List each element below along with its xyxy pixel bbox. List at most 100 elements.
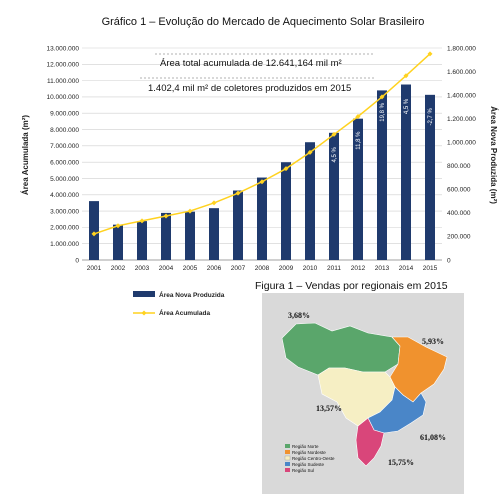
x-tick-label: 2009 <box>279 265 294 272</box>
x-tick-label: 2006 <box>207 265 222 272</box>
bar <box>185 211 195 260</box>
left-tick-label: 11.000.000 <box>47 78 79 85</box>
bar-growth-label: 11,8 % <box>356 131 362 150</box>
map-legend-sul: Região Sul <box>292 468 314 473</box>
bar <box>137 221 147 260</box>
left-axis-title: Área Acumulada (m²) <box>21 115 30 196</box>
x-tick-label: 2007 <box>231 265 246 272</box>
x-tick-label: 2002 <box>111 265 126 272</box>
pct-sul: 15,75% <box>388 458 414 467</box>
line-point <box>307 149 313 155</box>
line-point <box>379 94 385 100</box>
bar <box>113 224 123 260</box>
line-point <box>91 231 97 237</box>
pct-sudeste: 61,08% <box>420 433 446 442</box>
right-tick-label: 400.000 <box>447 210 471 217</box>
left-axis-ticks: 0 1.000.000 2.000.000 3.000.000 4.000.000 5.0… <box>46 45 79 264</box>
bar <box>233 190 243 260</box>
pct-nordeste: 5,93% <box>422 337 444 346</box>
left-tick-label: 10.000.000 <box>46 94 79 101</box>
right-tick-label: 1.200.000 <box>447 116 476 123</box>
line-point <box>355 113 361 119</box>
map-legend-swatch-nordeste <box>285 450 290 454</box>
left-tick-label: 4.000.000 <box>50 192 79 199</box>
left-tick-label: 0 <box>75 257 79 264</box>
bar-growth-label: 4,5 % <box>404 98 410 114</box>
right-tick-label: 600.000 <box>447 187 471 194</box>
left-tick-label: 3.000.000 <box>50 208 79 215</box>
line-point <box>259 179 265 185</box>
map-legend: Região Norte Região Nordeste Região Cent… <box>284 444 335 473</box>
legend-line-marker <box>141 310 147 316</box>
left-tick-label: 9.000.000 <box>50 111 79 118</box>
x-tick-label: 2015 <box>423 265 438 272</box>
right-tick-label: 1.800.000 <box>447 45 476 52</box>
x-tick-label: 2008 <box>255 265 270 272</box>
map-legend-norte: Região Norte <box>292 444 319 449</box>
map-legend-sudeste: Região Sudeste <box>292 462 325 467</box>
x-tick-label: 2004 <box>159 265 174 272</box>
bar <box>257 177 267 260</box>
right-axis-ticks: 0 200.000 400.000 600.000 800.000 1.000.000 1.… <box>447 45 476 264</box>
bar <box>305 142 315 260</box>
map-legend-swatch-centro-oeste <box>284 455 291 461</box>
map-title: Figura 1 – Vendas por regionais em 2015 <box>255 280 448 292</box>
legend-line-label: Área Acumulada <box>159 308 210 317</box>
x-tick-label: 2013 <box>375 265 390 272</box>
map-legend-swatch-sul <box>285 468 290 472</box>
line-point <box>235 190 241 196</box>
line-series <box>91 51 433 237</box>
left-tick-label: 5.000.000 <box>50 176 79 183</box>
bar <box>401 84 411 260</box>
line-point <box>211 200 217 206</box>
right-axis-title: Área Nova Produzida (m²) <box>489 106 498 204</box>
bar <box>377 90 387 261</box>
bar-growth-label: -2,7 % <box>428 107 434 125</box>
line-point <box>187 208 193 214</box>
bar <box>281 162 291 260</box>
region-sul <box>355 417 385 467</box>
bar-growth-label: 19,8 % <box>380 102 386 121</box>
brazil-map <box>281 322 448 467</box>
right-tick-label: 1.400.000 <box>447 92 476 99</box>
bar <box>425 94 435 260</box>
bar <box>209 208 219 260</box>
map-legend-nordeste: Região Nordeste <box>292 450 326 455</box>
right-tick-label: 800.000 <box>447 163 471 170</box>
x-axis-labels: 2001 2002 2003 2004 2005 2006 2007 2008 2009 2010… <box>87 265 438 272</box>
x-tick-label: 2010 <box>303 265 318 272</box>
line-point <box>283 166 289 172</box>
line-point <box>427 51 433 57</box>
chart-title: Gráfico 1 – Evolução do Mercado de Aquec… <box>102 16 425 28</box>
line-point <box>163 213 169 219</box>
x-tick-label: 2012 <box>351 265 366 272</box>
line-point <box>403 73 409 79</box>
map-legend-swatch-norte <box>285 444 290 448</box>
left-tick-label: 7.000.000 <box>50 143 79 150</box>
bar <box>353 118 363 261</box>
legend-bar-swatch <box>133 291 155 297</box>
line-point <box>331 131 337 137</box>
annotation-total: Área total acumulada de 12.641,164 mil m… <box>160 58 342 69</box>
line-point <box>115 223 121 229</box>
x-tick-label: 2014 <box>399 265 414 272</box>
pct-norte: 3,68% <box>288 311 310 320</box>
legend-bar-label: Área Nova Produzida <box>159 290 225 299</box>
right-tick-label: 0 <box>447 257 451 264</box>
left-tick-label: 6.000.000 <box>50 159 79 166</box>
x-tick-label: 2011 <box>327 265 341 272</box>
right-tick-label: 200.000 <box>447 234 471 241</box>
right-tick-label: 1.000.000 <box>447 140 476 147</box>
map-legend-centro-oeste: Região Centro-Oeste <box>292 456 335 461</box>
annotation-produced: 1.402,4 mil m² de coletores produzidos e… <box>148 83 351 94</box>
left-tick-label: 8.000.000 <box>50 127 79 134</box>
bar-series: 4,5 % 11,8 % 19,8 % 4,5 % -2,7 % <box>89 84 435 261</box>
bar-growth-label: 4,5 % <box>332 146 338 162</box>
x-tick-label: 2001 <box>87 265 102 272</box>
left-tick-label: 12.000.000 <box>46 62 79 69</box>
bar <box>89 201 99 260</box>
left-tick-label: 13.000.000 <box>46 45 79 52</box>
pct-centro-oeste: 13,57% <box>316 404 342 413</box>
right-tick-label: 1.600.000 <box>447 69 476 76</box>
bar <box>161 212 171 260</box>
